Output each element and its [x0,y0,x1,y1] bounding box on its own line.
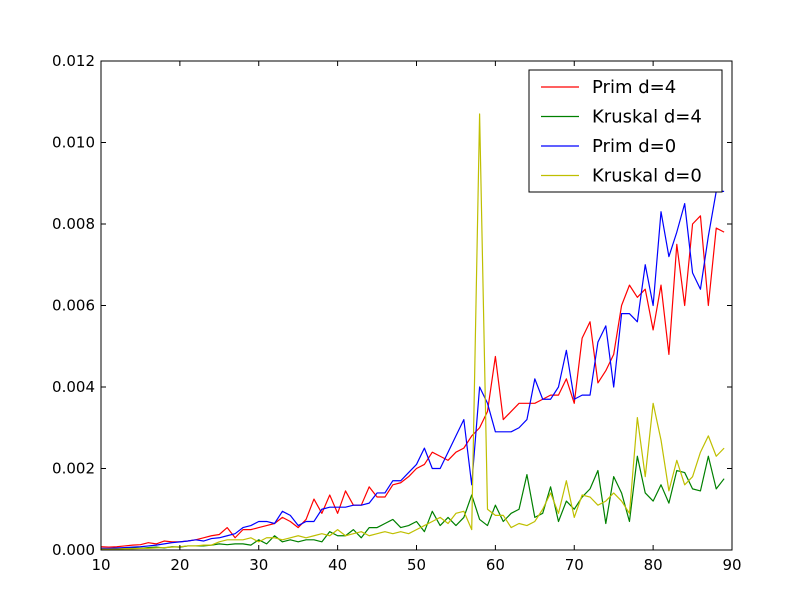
y-tick-label: 0.010 [52,134,95,152]
axis-layer: 10 20 30 40 50 60 70 80 90 0.000 0.002 0.004 0.006 0.… [52,52,742,574]
x-tick-label: 10 [91,556,110,574]
legend-label-1: Prim d=4 [592,77,676,98]
x-tick-label: 30 [249,556,268,574]
y-tick-label: 0.004 [52,378,95,396]
series-line-2 [101,455,725,550]
legend-label-3: Prim d=0 [592,136,676,157]
x-tick-label: 40 [328,556,347,574]
y-tick-label: 0.012 [52,52,95,70]
legend-box [528,69,723,193]
y-tick-label: 0.008 [52,215,95,233]
x-tick-label: 70 [565,556,584,574]
series-layer [100,113,725,550]
x-tick-label: 20 [170,556,189,574]
legend: Prim d=4 Kruskal d=4 Prim d=0 Kruskal d=0 [528,69,723,193]
x-tick-label: 90 [722,556,741,574]
x-tick-label: 80 [644,556,663,574]
series-line-3 [101,190,725,549]
x-tick-label: 60 [486,556,505,574]
series-line-1 [100,215,725,548]
y-tick-label: 0.006 [52,297,95,315]
legend-label-4: Kruskal d=0 [592,166,702,187]
y-tick-label: 0.000 [52,541,95,559]
legend-label-2: Kruskal d=4 [592,107,702,128]
x-tick-label: 50 [407,556,426,574]
y-tick-label: 0.002 [52,460,95,478]
series-line-4 [101,113,725,550]
